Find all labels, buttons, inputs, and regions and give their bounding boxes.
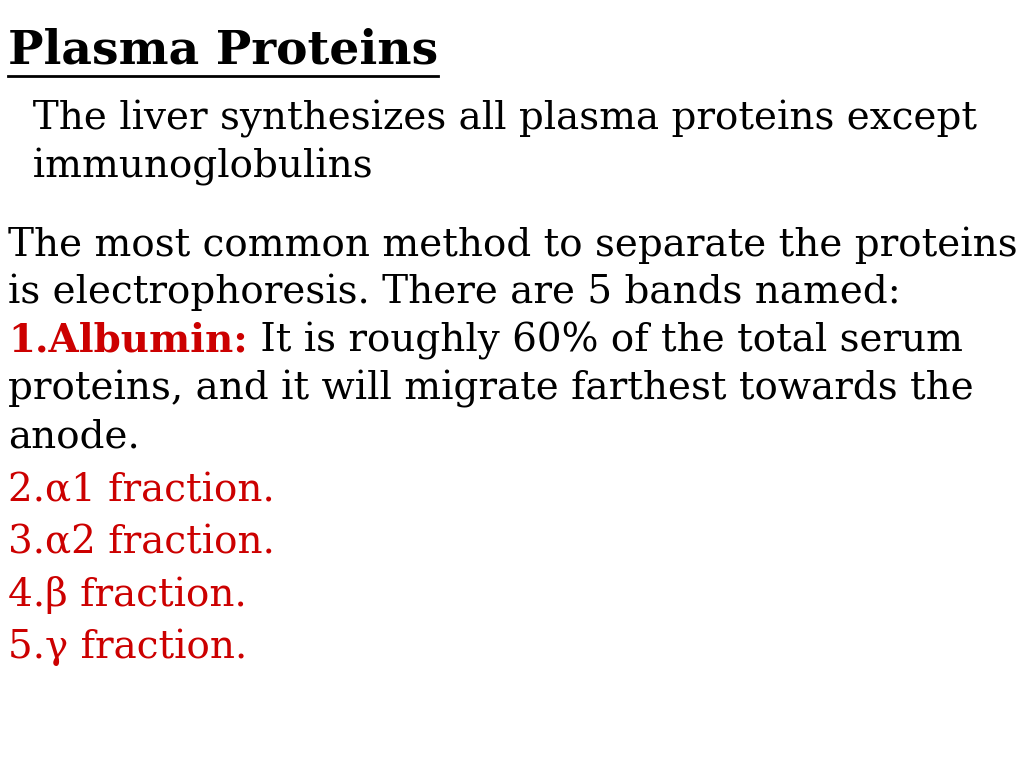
Text: It is roughly 60% of the total serum: It is roughly 60% of the total serum: [248, 322, 963, 360]
Text: proteins, and it will migrate farthest towards the: proteins, and it will migrate farthest t…: [8, 370, 974, 408]
Text: 2.α1 fraction.: 2.α1 fraction.: [8, 472, 274, 509]
Text: 3.α2 fraction.: 3.α2 fraction.: [8, 524, 274, 561]
Text: 5.γ fraction.: 5.γ fraction.: [8, 628, 247, 666]
Text: Plasma Proteins: Plasma Proteins: [8, 28, 438, 74]
Text: 1.Albumin:: 1.Albumin:: [8, 322, 248, 360]
Text: The liver synthesizes all plasma proteins except: The liver synthesizes all plasma protein…: [8, 100, 977, 138]
Text: 4.β fraction.: 4.β fraction.: [8, 576, 247, 614]
Text: The most common method to separate the proteins: The most common method to separate the p…: [8, 226, 1018, 263]
Text: immunoglobulins: immunoglobulins: [8, 148, 373, 186]
Text: is electrophoresis. There are 5 bands named:: is electrophoresis. There are 5 bands na…: [8, 274, 901, 312]
Text: anode.: anode.: [8, 418, 139, 455]
